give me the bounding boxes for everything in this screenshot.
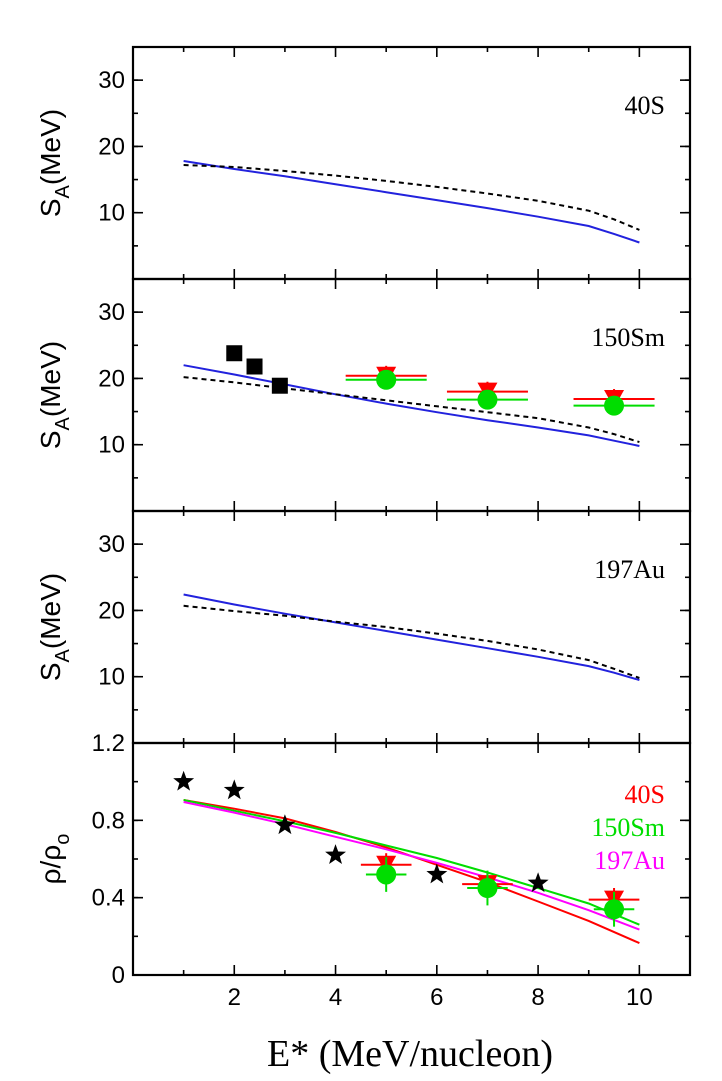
panel-label: 150Sm <box>591 323 665 352</box>
shared-x-axis: 2 4 6 8 10 <box>228 984 653 1011</box>
x-tick-label: 2 <box>228 984 241 1011</box>
series-line-1 <box>183 160 640 244</box>
star-marker <box>223 779 245 800</box>
panel-frame <box>131 509 692 745</box>
panels-group: 10 20 30 40S SA(MeV) 10 20 30 150Sm SA(MeV) 10 20 30… <box>35 45 692 989</box>
star-marker <box>325 844 346 864</box>
series-line-2 <box>183 799 640 926</box>
series-line-2 <box>183 376 640 444</box>
star-marker <box>426 863 448 884</box>
square-marker <box>271 377 288 394</box>
x-tick-label: 10 <box>626 984 653 1011</box>
x-axis-label: E* (MeV/nucleon) <box>267 1033 553 1075</box>
y-tick-label: 20 <box>98 133 125 160</box>
y-tick-label: 20 <box>98 597 125 624</box>
x-tick-label: 4 <box>329 984 342 1011</box>
square-marker <box>226 345 243 362</box>
legend-entry: 150Sm <box>591 813 665 842</box>
x-tick-label: 8 <box>531 984 544 1011</box>
square-marker <box>246 358 263 375</box>
series-line-2 <box>183 604 640 679</box>
series-line-1 <box>183 593 640 681</box>
circle-marker <box>604 899 625 920</box>
y-tick-label: 0.8 <box>92 807 125 834</box>
legend-entry: 197Au <box>594 846 665 875</box>
series-line-1 <box>183 799 640 945</box>
circle-marker <box>376 864 397 885</box>
y-axis-label: SA(MeV) <box>35 341 74 449</box>
panel-frame <box>131 45 692 281</box>
panel-2: 10 20 30 150Sm SA(MeV) <box>35 277 692 513</box>
y-axis-label: SA(MeV) <box>35 573 74 681</box>
y-tick-label: 30 <box>98 299 125 326</box>
y-tick-label: 10 <box>98 200 125 227</box>
y-axis-label: SA(MeV) <box>35 109 74 217</box>
x-tick-label: 6 <box>430 984 443 1011</box>
circle-marker <box>477 878 498 898</box>
series-line-1 <box>183 364 640 447</box>
star-marker <box>274 814 296 835</box>
series-line-3 <box>183 801 640 931</box>
y-tick-label: 10 <box>98 664 125 691</box>
circle-marker <box>376 369 397 390</box>
y-axis-label: ρ/ρo <box>35 834 74 885</box>
panel-frame <box>131 277 692 513</box>
y-tick-label: 10 <box>98 432 125 459</box>
panel-4: 0 0.4 0.8 1.2 40S 150Sm 197Au ρ/ρo <box>35 730 692 989</box>
series-line-2 <box>183 164 640 231</box>
panel-label: 197Au <box>594 555 665 584</box>
y-tick-label: 20 <box>98 365 125 392</box>
circle-marker <box>477 389 498 410</box>
circle-marker <box>604 395 625 416</box>
panel-3: 10 20 30 197Au SA(MeV) <box>35 509 692 745</box>
panel-1: 10 20 30 40S SA(MeV) <box>35 45 692 281</box>
legend-entry: 40S <box>625 780 665 809</box>
star-marker <box>173 770 195 791</box>
y-tick-label: 0 <box>112 962 125 989</box>
y-tick-label: 0.4 <box>92 885 125 912</box>
star-marker <box>527 872 549 893</box>
panel-label: 40S <box>625 91 665 120</box>
y-tick-label: 30 <box>98 531 125 558</box>
y-tick-label: 30 <box>98 67 125 94</box>
y-tick-label: 1.2 <box>92 730 125 757</box>
